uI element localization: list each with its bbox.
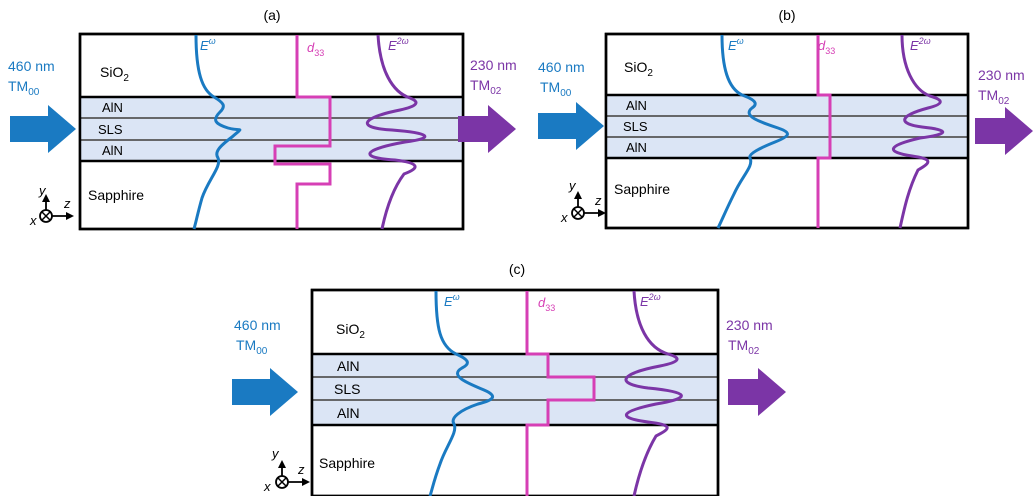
e-omega-label: Eω bbox=[728, 36, 744, 53]
axis-z-label: z bbox=[594, 193, 602, 208]
top-aln-label: AlN bbox=[337, 358, 360, 374]
input-wavelength-label: 460 nm bbox=[8, 58, 55, 74]
e-omega-curve bbox=[192, 34, 242, 230]
input-arrow-icon bbox=[232, 368, 298, 416]
input-mode-label: TM00 bbox=[236, 337, 268, 357]
d33-profile bbox=[816, 35, 832, 228]
sio2-label: SiO2 bbox=[336, 321, 365, 341]
axis-y-label: y bbox=[38, 183, 47, 198]
output-mode-label: TM02 bbox=[470, 77, 502, 97]
axis-x-label: x bbox=[29, 213, 37, 228]
e-omega-label: Eω bbox=[444, 292, 460, 309]
input-mode-label: TM00 bbox=[540, 79, 572, 99]
panel-label: (c) bbox=[509, 261, 525, 277]
waveguide-box bbox=[310, 288, 720, 496]
axis-y-label: y bbox=[271, 446, 280, 461]
sls-label: SLS bbox=[98, 122, 123, 137]
e-2omega-curve bbox=[624, 290, 683, 496]
sapphire-label: Sapphire bbox=[319, 455, 375, 471]
output-mode-label: TM02 bbox=[978, 87, 1010, 107]
panel-label: (a) bbox=[263, 7, 280, 23]
output-wavelength-label: 230 nm bbox=[470, 57, 517, 73]
output-wavelength-label: 230 nm bbox=[978, 67, 1025, 83]
top-aln-label: AlN bbox=[102, 100, 123, 115]
panel-a: (a) SiO2 AlN SLS AlN Sapphire Eω d33 E2ω… bbox=[8, 7, 517, 231]
e-2omega-curve bbox=[891, 34, 945, 229]
e-2omega-label: E2ω bbox=[910, 36, 931, 53]
d33-profile bbox=[273, 35, 332, 229]
axes-icon: y z x bbox=[560, 178, 606, 225]
bottom-aln-label: AlN bbox=[337, 405, 360, 421]
sapphire-label: Sapphire bbox=[88, 187, 144, 203]
axes-icon: y z x bbox=[263, 446, 310, 494]
e-2omega-label: E2ω bbox=[388, 36, 409, 53]
input-mode-label: TM00 bbox=[8, 78, 40, 98]
panel-label: (b) bbox=[778, 7, 795, 23]
waveguide-box bbox=[604, 32, 970, 230]
bottom-aln-label: AlN bbox=[102, 143, 123, 158]
sio2-label: SiO2 bbox=[100, 64, 129, 84]
input-wavelength-label: 460 nm bbox=[538, 59, 585, 75]
axes-icon: y z x bbox=[29, 183, 74, 228]
sapphire-label: Sapphire bbox=[614, 181, 670, 197]
output-wavelength-label: 230 nm bbox=[726, 317, 773, 333]
axis-x-label: x bbox=[263, 479, 271, 494]
bottom-aln-label: AlN bbox=[626, 140, 647, 155]
input-arrow-icon bbox=[538, 102, 604, 150]
e-2omega-label: E2ω bbox=[640, 292, 661, 309]
core-region bbox=[80, 97, 463, 161]
top-aln-label: AlN bbox=[626, 98, 647, 113]
axis-z-label: z bbox=[63, 196, 71, 211]
e-omega-curve bbox=[716, 34, 789, 229]
axis-x-label: x bbox=[560, 210, 568, 225]
e-omega-label: Eω bbox=[200, 36, 216, 53]
d33-label: d33 bbox=[538, 295, 555, 313]
input-wavelength-label: 460 nm bbox=[234, 317, 281, 333]
panel-c: (c) SiO2 AlN SLS AlN Sapphire Eω d33 E2ω… bbox=[232, 261, 786, 496]
axis-y-label: y bbox=[568, 178, 577, 193]
output-arrow-icon bbox=[975, 107, 1033, 155]
output-arrow-icon bbox=[458, 105, 516, 153]
core-region bbox=[606, 95, 968, 158]
sls-label: SLS bbox=[623, 119, 648, 134]
d33-profile bbox=[525, 291, 596, 496]
sls-label: SLS bbox=[334, 381, 360, 397]
axis-z-label: z bbox=[297, 462, 305, 477]
input-arrow-icon bbox=[10, 105, 76, 153]
d33-label: d33 bbox=[307, 40, 324, 58]
panel-b: (b) SiO2 AlN SLS AlN Sapphire Eω d33 E2ω… bbox=[538, 7, 1033, 230]
d33-label: d33 bbox=[818, 38, 835, 56]
e-2omega-curve bbox=[366, 34, 427, 230]
sio2-label: SiO2 bbox=[624, 59, 653, 79]
output-arrow-icon bbox=[728, 368, 786, 416]
e-omega-curve bbox=[428, 290, 494, 496]
output-mode-label: TM02 bbox=[728, 337, 760, 357]
